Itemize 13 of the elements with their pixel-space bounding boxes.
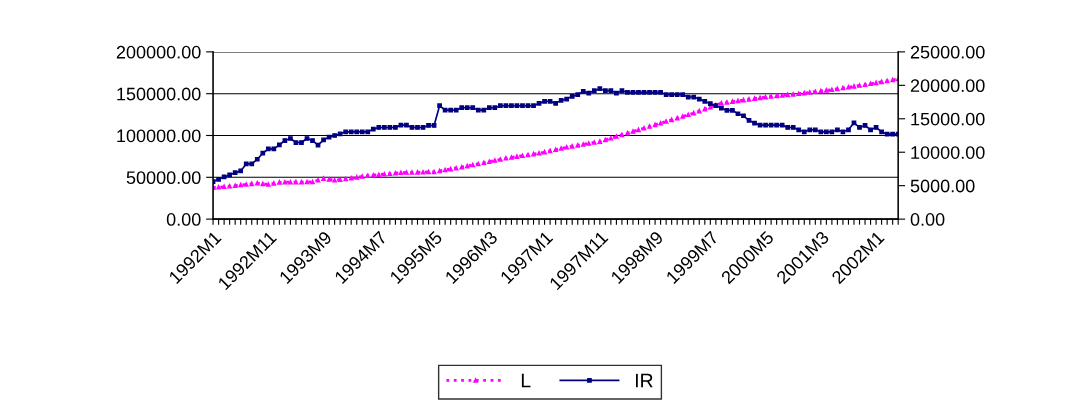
legend-label: L bbox=[521, 373, 531, 388]
y2-tick-label: 15000.00 bbox=[911, 112, 985, 126]
legend-label: IR bbox=[635, 373, 653, 388]
y2-tick-label: 20000.00 bbox=[910, 79, 985, 93]
y2-tick-label: 25000.00 bbox=[910, 45, 985, 59]
y2-tick-label: 10000.00 bbox=[911, 146, 985, 159]
y-tick-label: 100000.00 bbox=[117, 129, 201, 143]
y-tick-label: 0.00 bbox=[166, 213, 201, 226]
y-tick-label: 150000.00 bbox=[117, 87, 201, 101]
y-tick-label: 200000.00 bbox=[116, 45, 201, 59]
y2-tick-label: 0.00 bbox=[910, 213, 945, 226]
y-tick-label: 50000.00 bbox=[126, 171, 201, 185]
y2-tick-label: 5000.00 bbox=[910, 179, 975, 193]
